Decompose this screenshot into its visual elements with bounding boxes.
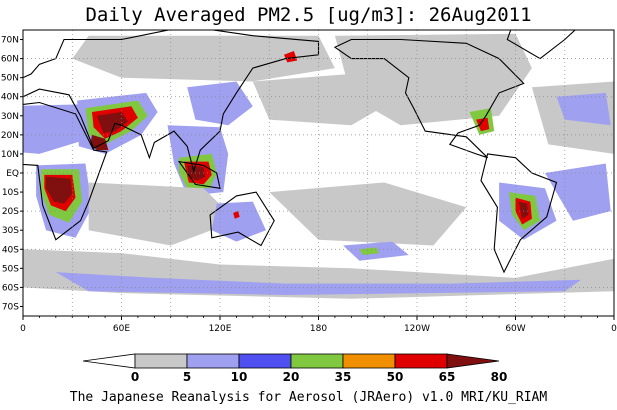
colorbar-label: 65: [439, 370, 456, 384]
lat-tick-label: 10S: [2, 188, 19, 198]
credit-line: The Japanese Reanalysis for Aerosol (JRA…: [69, 390, 548, 405]
concentration-region: [187, 165, 206, 181]
colorbar-segment: [134, 353, 188, 369]
concentration-region: [545, 163, 611, 221]
concentration-region: [55, 272, 582, 295]
concentration-region: [96, 112, 129, 133]
longitude-ticks: 0 60E 120E 180 120W 60W 0: [20, 316, 617, 334]
concentration-region: [90, 134, 109, 151]
colorbar-label: 50: [387, 370, 404, 384]
concentration-region: [88, 182, 237, 246]
concentration-region: [476, 117, 490, 132]
latitude-ticks: 70N 60N 50N 40N 30N 20N 10N EQ 10S 20S 30S 40S 50S 60…: [1, 36, 23, 312]
concentration-region: [211, 201, 266, 242]
coastline: [23, 30, 320, 174]
lat-tick-label: 30S: [2, 226, 19, 236]
concentration-region: [284, 51, 298, 63]
coastline: [506, 30, 576, 60]
lon-tick-label: 180: [310, 324, 327, 334]
lat-tick-label: 50N: [1, 74, 19, 84]
lat-tick-label: 70S: [2, 302, 19, 312]
lon-tick-label: 0: [611, 324, 617, 334]
colorbar-label: 20: [283, 370, 300, 384]
concentration-region: [359, 247, 380, 255]
colorbar-segment: [238, 353, 292, 369]
colorbar-segment: [82, 353, 136, 369]
colorbar-label: 10: [231, 370, 248, 384]
colorbar-segment: [342, 353, 396, 369]
coastlines: [23, 30, 576, 274]
colorbar-label: 80: [491, 370, 508, 384]
concentration-region: [556, 92, 611, 126]
map-title: Daily Averaged PM2.5 [ug/m3]: 26Aug2011: [85, 4, 532, 26]
lon-tick-label: 60W: [505, 324, 525, 334]
lon-tick-label: 0: [20, 324, 26, 334]
concentration-region: [46, 176, 73, 204]
coastline: [480, 153, 558, 274]
colorbar-segment: [290, 353, 344, 369]
lat-tick-label: 60S: [2, 283, 19, 293]
coastline: [333, 38, 525, 159]
lat-tick-label: 30N: [1, 112, 19, 122]
coastline: [177, 160, 221, 189]
colorbar-segment: [186, 353, 240, 369]
coastline: [23, 101, 108, 241]
lat-tick-label: 20S: [2, 207, 19, 217]
lat-tick-label: 40N: [1, 93, 19, 103]
colorbar: 0 5 10 20 35 50 65 80: [82, 353, 508, 384]
lat-tick-label: 20N: [1, 131, 19, 141]
lon-tick-label: 120E: [209, 324, 232, 334]
lat-tick-label: 10N: [1, 150, 19, 160]
graticule: [23, 30, 614, 316]
lon-tick-label: 120W: [404, 324, 430, 334]
coastline: [209, 191, 275, 247]
concentration-region: [233, 211, 240, 219]
concentration-region: [518, 201, 529, 219]
colorbar-label: 0: [131, 370, 139, 384]
colorbar-label: 35: [335, 370, 352, 384]
lat-tick-label: EQ: [6, 169, 19, 179]
lat-tick-label: 50S: [2, 264, 19, 274]
lat-tick-label: 60N: [1, 55, 19, 65]
colorbar-segment: [446, 353, 500, 369]
colorbar-segment: [394, 353, 448, 369]
concentration-region: [334, 33, 532, 126]
lat-tick-label: 40S: [2, 245, 19, 255]
concentration-region: [23, 104, 89, 154]
lat-tick-label: 70N: [1, 36, 19, 46]
lon-tick-label: 60E: [113, 324, 130, 334]
colorbar-label: 5: [183, 370, 191, 384]
